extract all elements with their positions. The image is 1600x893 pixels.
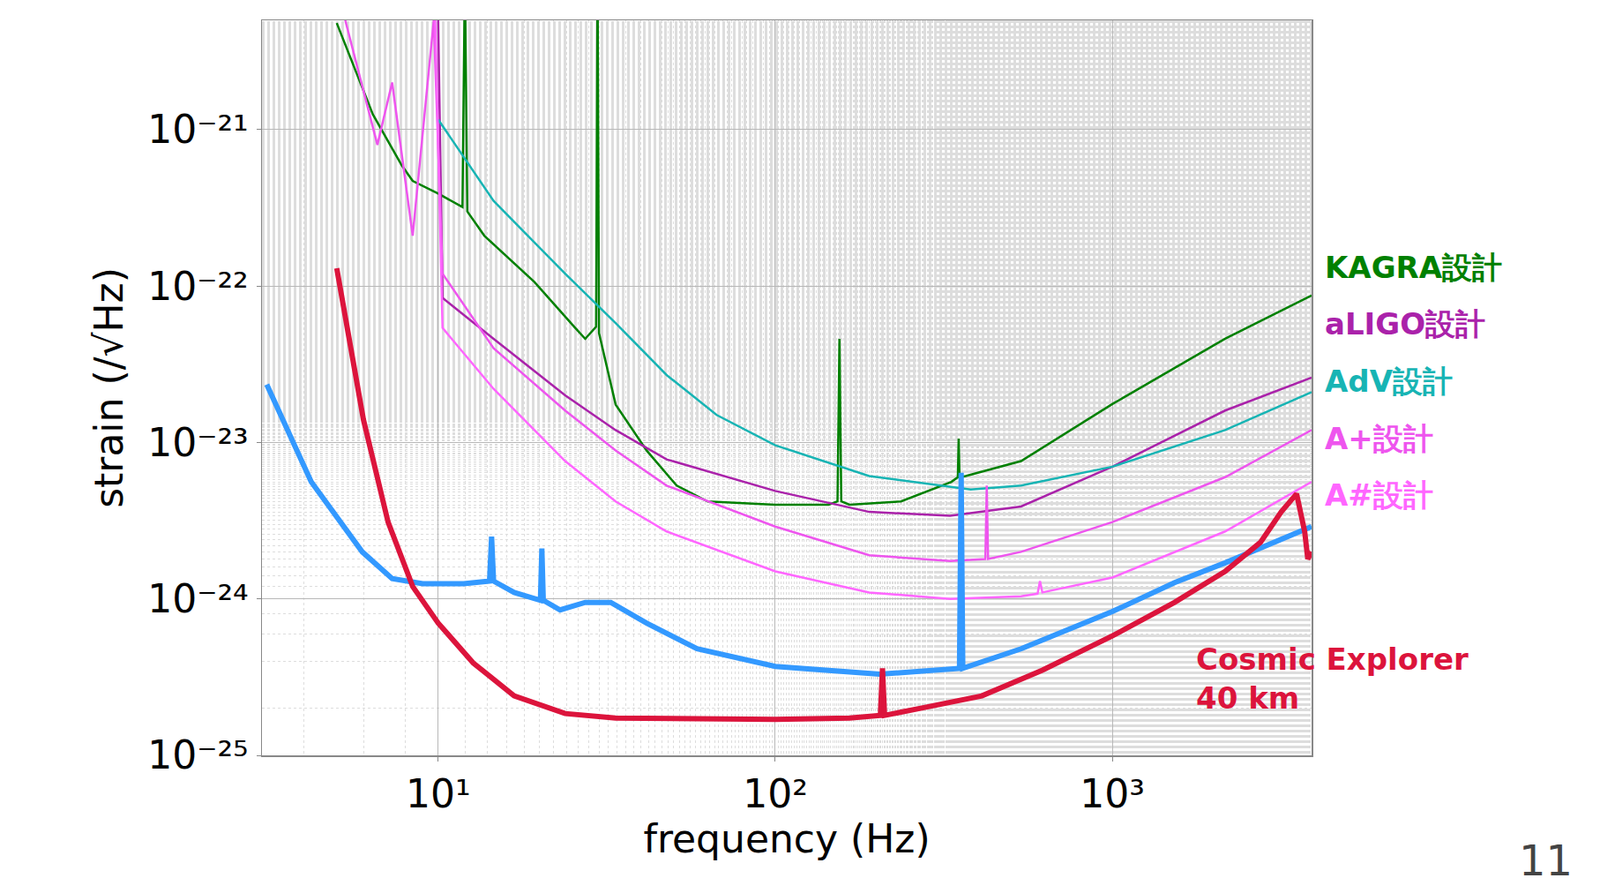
svg-text:10²: 10² xyxy=(742,770,808,816)
svg-text:KAGRA設計: KAGRA設計 xyxy=(1324,249,1503,285)
svg-text:strain (/√Hz): strain (/√Hz) xyxy=(86,267,132,509)
svg-text:10⁻²³: 10⁻²³ xyxy=(147,419,249,465)
svg-text:11: 11 xyxy=(1518,835,1573,885)
svg-text:10⁻²²: 10⁻²² xyxy=(147,263,249,309)
svg-text:A+設計: A+設計 xyxy=(1324,420,1434,457)
svg-text:10⁻²⁴: 10⁻²⁴ xyxy=(147,575,249,621)
svg-text:10⁻²⁵: 10⁻²⁵ xyxy=(147,732,249,778)
svg-text:Cosmic Explorer40 km: Cosmic Explorer40 km xyxy=(1196,641,1469,716)
svg-text:10³: 10³ xyxy=(1079,770,1145,816)
svg-text:10⁻²¹: 10⁻²¹ xyxy=(147,106,249,152)
svg-text:A#設計: A#設計 xyxy=(1324,477,1434,513)
svg-text:AdV設計: AdV設計 xyxy=(1324,363,1453,399)
svg-text:10¹: 10¹ xyxy=(405,770,472,816)
svg-text:frequency (Hz): frequency (Hz) xyxy=(642,815,930,861)
svg-text:aLIGO設計: aLIGO設計 xyxy=(1324,306,1486,342)
